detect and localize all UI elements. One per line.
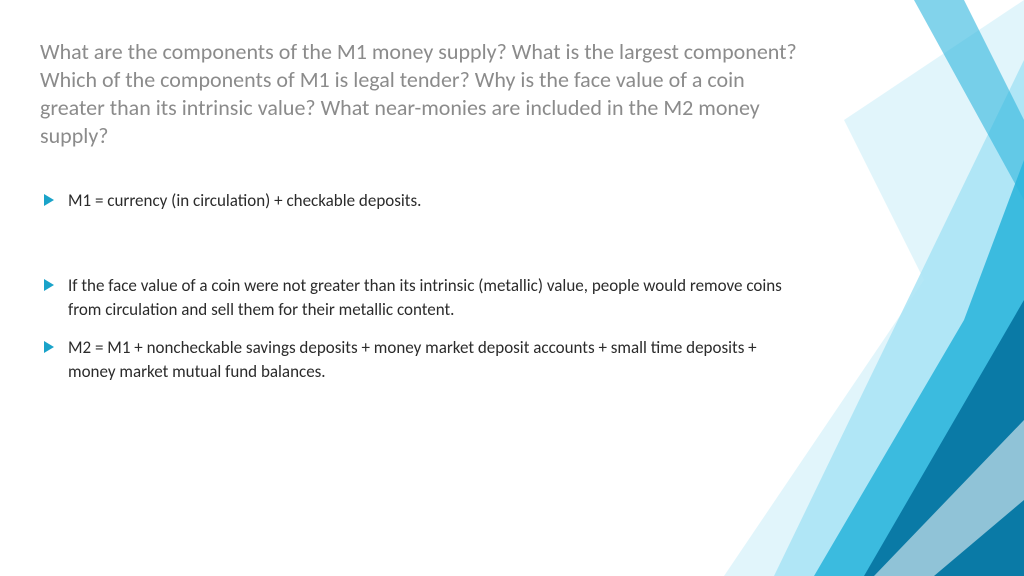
slide: What are the components of the M1 money …: [0, 0, 1024, 576]
deco-shape: [774, 60, 1024, 576]
slide-title: What are the components of the M1 money …: [40, 38, 800, 151]
bullet-item: M2 = M1 + noncheckable savings deposits …: [40, 336, 800, 384]
deco-shape: [914, 0, 1024, 200]
deco-shape: [814, 160, 1024, 576]
bullet-list: M1 = currency (in circulation) + checkab…: [40, 189, 800, 384]
bullet-item: M1 = currency (in circulation) + checkab…: [40, 189, 800, 213]
deco-shape: [864, 300, 1024, 576]
deco-shape: [874, 420, 1024, 576]
bullet-item: If the face value of a coin were not gre…: [40, 274, 800, 322]
